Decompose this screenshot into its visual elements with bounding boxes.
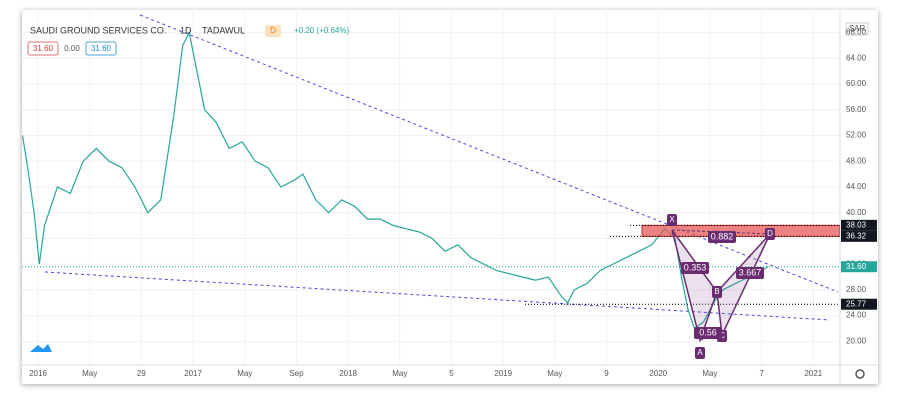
price-label-box (841, 230, 877, 242)
settings-icon[interactable] (855, 369, 865, 379)
currency: SAR (849, 24, 866, 33)
y-tick-label: 60.00 (846, 79, 867, 88)
price-label: 25.77 (846, 299, 867, 308)
x-tick-label: 29 (137, 369, 146, 378)
x-tick-label: 9 (604, 369, 609, 378)
x-tick-label: May (547, 369, 562, 378)
y-tick-label: 52.00 (846, 131, 867, 140)
pattern-point: D (767, 229, 773, 238)
y-tick-label: 68.00 (846, 28, 867, 37)
trendline (44, 271, 831, 321)
ratio: 3.667 (739, 267, 762, 277)
ratio: 0.56 (699, 327, 717, 337)
badge-text: D (270, 26, 276, 35)
ask-box[interactable] (85, 41, 117, 56)
interval: 1D (180, 25, 192, 35)
y-tick-label: 28.00 (846, 285, 867, 294)
pattern-point-box (712, 286, 722, 298)
ratio-box (736, 267, 764, 279)
pattern-point: B (714, 287, 719, 296)
pattern-point: A (697, 348, 703, 357)
ratio-box (694, 327, 722, 339)
pattern-bcd (716, 233, 771, 338)
logo (30, 344, 52, 352)
x-tick-label: 5 (449, 369, 454, 378)
change: +0.20 (+0.64%) (294, 26, 349, 35)
y-tick-label: 48.00 (846, 156, 867, 165)
price-label-box (841, 298, 877, 310)
ask: 31.60 (91, 44, 112, 53)
pattern-point-box (695, 347, 705, 359)
x-tick-label: 2020 (649, 369, 667, 378)
price-label-box (841, 261, 877, 273)
x-tick-label: Sep (289, 369, 304, 378)
x-tick-label: 2018 (339, 369, 357, 378)
pattern-xd (671, 229, 771, 235)
x-tick-label: May (392, 369, 407, 378)
pattern-point-box (765, 228, 775, 240)
x-tick-label: 2021 (804, 369, 822, 378)
y-tick-label: 40.00 (846, 208, 867, 217)
y-tick-label: 20.00 (846, 336, 867, 345)
x-tick-label: 2016 (29, 369, 47, 378)
y-tick-label: 44.00 (846, 182, 867, 191)
y-tick-label: 56.00 (846, 105, 867, 114)
x-tick-label: 2017 (184, 369, 202, 378)
trendline (139, 14, 839, 293)
badge (265, 25, 281, 37)
pattern-point: C (719, 331, 725, 340)
y-tick-label: 24.00 (846, 311, 867, 320)
currency-box (845, 22, 869, 36)
card (22, 10, 878, 384)
spread: 0.00 (64, 44, 80, 53)
price-label-box (841, 219, 877, 231)
bid: 31.60 (33, 44, 54, 53)
pattern-xab (671, 229, 718, 343)
pattern-point-box (667, 214, 677, 226)
ratio-box (708, 231, 736, 243)
price-label: 36.32 (846, 231, 867, 240)
ratio: 0.882 (711, 231, 734, 241)
symbol: SAUDI GROUND SERVICES CO. (30, 25, 166, 35)
x-tick-label: May (237, 369, 252, 378)
x-tick-label: May (82, 369, 97, 378)
x-tick-label: May (702, 369, 717, 378)
x-tick-label: 7 (759, 369, 764, 378)
x-tick-label: 2019 (494, 369, 512, 378)
pattern-point: X (669, 215, 675, 224)
price-label: 31.60 (846, 262, 867, 271)
price-label: 38.03 (846, 220, 867, 229)
ratio: 0.353 (684, 262, 707, 272)
exchange: TADAWUL (202, 25, 245, 35)
y-tick-label: 64.00 (846, 53, 867, 62)
bid-box[interactable] (27, 41, 59, 56)
ratio-box (681, 262, 709, 274)
